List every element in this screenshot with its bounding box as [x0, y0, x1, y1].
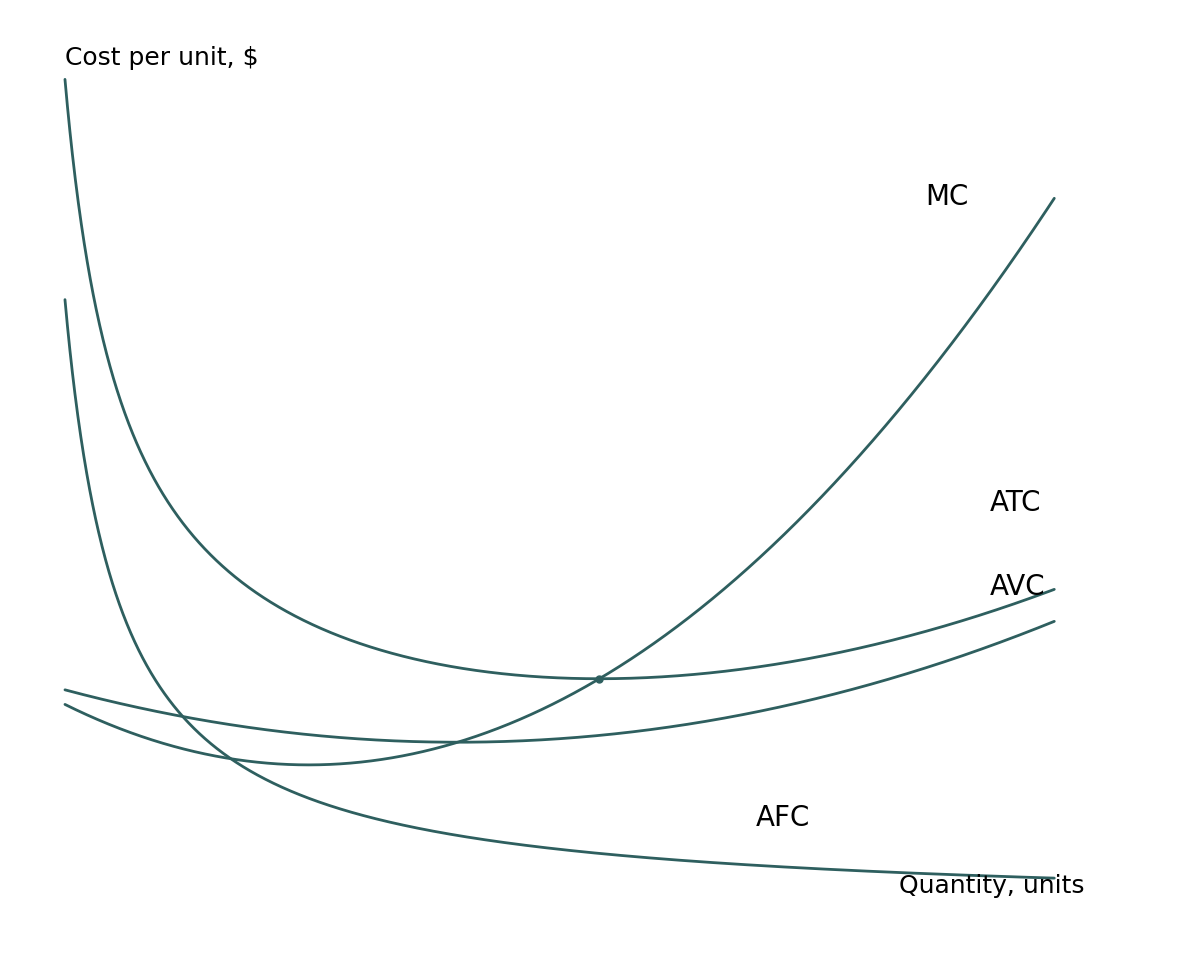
Text: MC: MC [925, 183, 968, 211]
Text: Cost per unit, $: Cost per unit, $ [65, 46, 258, 70]
Text: ATC: ATC [990, 489, 1042, 517]
Text: Quantity, units: Quantity, units [899, 874, 1084, 898]
Text: AVC: AVC [990, 573, 1045, 601]
Text: AFC: AFC [756, 804, 810, 832]
Point [589, 671, 608, 686]
